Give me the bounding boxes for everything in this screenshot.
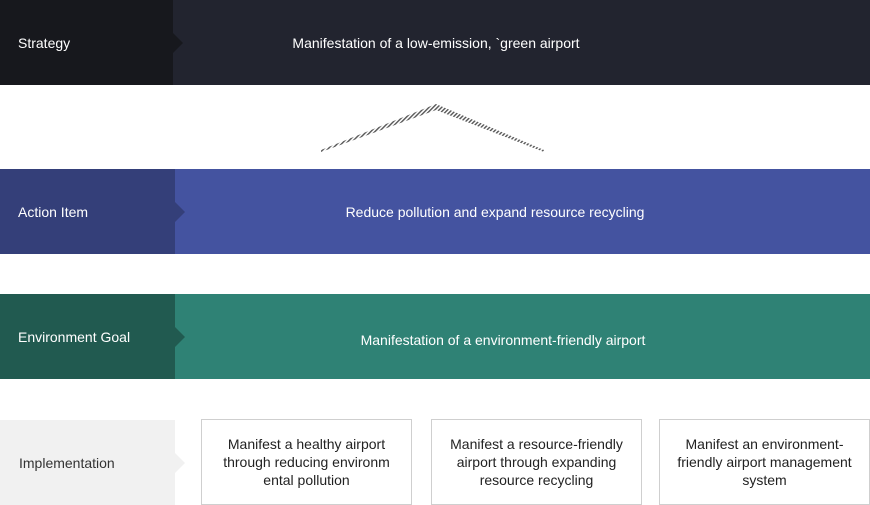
action-item-text: Reduce pollution and expand resource rec… [345, 203, 645, 220]
strategy-label: Strategy [0, 0, 183, 85]
implementation-item-pollution: Manifest a healthy airport through reduc… [201, 419, 412, 505]
implementation-item-recycling: Manifest a resource-friendly airport thr… [431, 419, 642, 505]
environment-goal-label: Environment Goal [0, 294, 185, 379]
action-item-row: Action Item Reduce pollution and expand … [0, 169, 870, 254]
environment-goal-row: Environment Goal Manifestation of a envi… [0, 294, 870, 379]
strategy-text: Manifestation of a low-emission, `green … [292, 34, 580, 51]
hatched-chevron-up-icon [321, 104, 544, 152]
strategy-row: Strategy Manifestation of a low-emission… [0, 0, 870, 85]
action-item-label: Action Item [0, 169, 185, 254]
implementation-item-management: Manifest an environment-friendly airport… [659, 419, 870, 505]
implementation-label: Implementation [0, 420, 185, 505]
environment-goal-text: Manifestation of a environment-friendly … [360, 331, 646, 348]
